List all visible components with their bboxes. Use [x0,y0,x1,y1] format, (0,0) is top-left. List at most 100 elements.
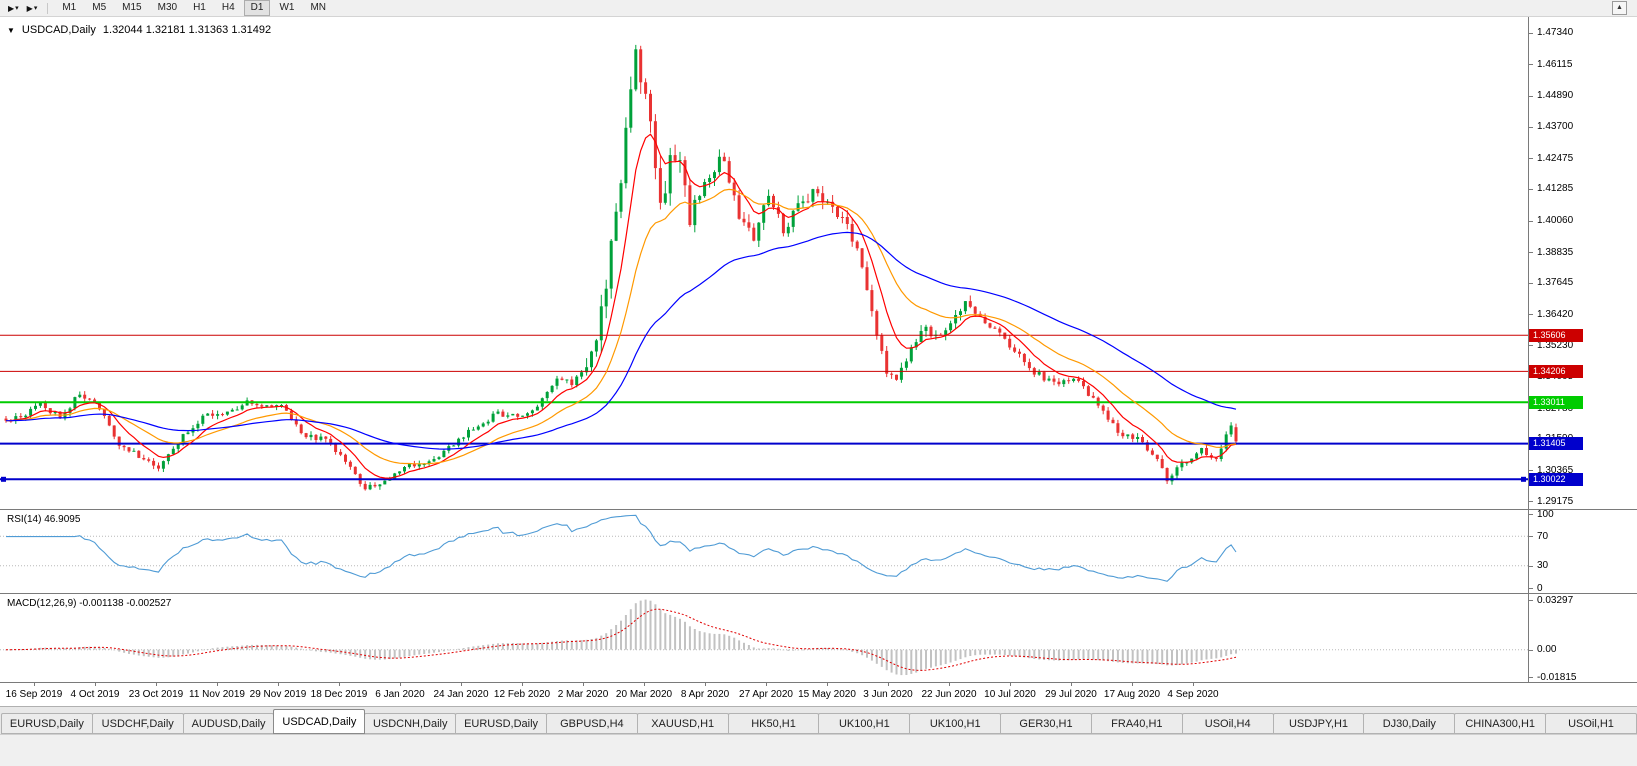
time-tick [278,683,279,686]
rsi-axis-label: 0 [1537,582,1543,594]
time-tick [766,683,767,686]
price-axis-label: 1.47340 [1537,27,1574,39]
chart-tab-usdchf-daily[interactable]: USDCHF,Daily [91,713,184,734]
chart-tab-dj30-daily[interactable]: DJ30,Daily [1363,713,1456,734]
macd-axis-label: -0.01815 [1537,671,1577,683]
price-axis-label: 1.37645 [1537,277,1574,289]
date-label: 4 Oct 2019 [70,689,120,700]
axis-tick [1529,536,1533,538]
chart-tab-fra40-h1[interactable]: FRA40,H1 [1090,713,1183,734]
chart-tab-audusd-daily[interactable]: AUDUSD,Daily [182,713,275,734]
time-tick [827,683,828,686]
axis-tick [1529,95,1533,97]
price-axis-label: 1.36420 [1537,308,1574,320]
rsi-indicator-panel: RSI(14) 46.9095 100 70 30 0 [0,509,1637,593]
axis-tick [1529,588,1533,589]
rsi-axis-label: 100 [1537,510,1554,520]
symbol-dropdown-icon[interactable]: ▼ [7,25,15,35]
axis-tick [1529,282,1533,284]
axis-tick [1529,314,1533,316]
chart-tab-xauusd-h1[interactable]: XAUUSD,H1 [636,713,729,734]
timeframe-button-m5[interactable]: M5 [92,2,107,13]
time-tick [1071,683,1072,686]
timeframe-button-m1[interactable]: M1 [62,2,77,13]
axis-tick [1529,188,1533,190]
chart-type-icon[interactable]: ▶ ▾ [26,3,38,13]
time-tick [1010,683,1011,686]
axis-tick [1529,470,1533,472]
status-bar [0,734,1637,766]
date-label: 6 Jan 2020 [375,689,425,700]
chart-tab-gbpusd-h4[interactable]: GBPUSD,H4 [545,713,638,734]
axis-tick [1529,220,1533,222]
price-line-tag: 1.30022 [1529,472,1583,486]
time-axis[interactable]: 16 Sep 2019 4 Oct 2019 23 Oct 2019 11 Nov 2… [0,682,1637,706]
toolbar-icon-group: ▶ ▾ ▶ ▾ [4,4,41,13]
date-label: 11 Nov 2019 [189,689,245,700]
time-tick [34,683,35,686]
symbol-name: USDCAD,Daily [21,24,96,36]
date-label: 20 Mar 2020 [615,689,673,700]
macd-indicator-panel: MACD(12,26,9) -0.001138 -0.002527 0.0329… [0,593,1637,682]
chart-tab-ger30-h1[interactable]: GER30,H1 [1000,713,1092,734]
cursor-tool-icon[interactable]: ▶ ▾ [8,3,19,13]
chart-workspace: ▼ USDCAD,Daily 1.32044 1.32181 1.31363 1… [0,17,1637,706]
timeframe-button-h4[interactable]: H4 [221,2,235,13]
date-label: 29 Nov 2019 [249,689,307,700]
axis-tick [1529,158,1533,160]
price-axis-label: 1.30365 [1537,464,1574,476]
axis-tick [1529,64,1533,66]
macd-axis-label: 0.03297 [1537,594,1574,606]
timeframe-button-d1[interactable]: D1 [243,0,271,16]
toolbar-separator [47,2,49,14]
chart-tab-usdcnh-daily[interactable]: USDCNH,Daily [364,713,457,734]
rsi-chart[interactable]: RSI(14) 46.9095 [0,510,1528,593]
axis-tick [1529,600,1533,602]
chart-tab-usdcad-daily[interactable]: USDCAD,Daily [273,709,366,734]
timeframe-button-w1[interactable]: W1 [279,2,295,13]
chart-tab-uk100-h1[interactable]: UK100,H1 [818,713,911,734]
price-axis[interactable]: 1.47340 1.46115 1.44890 1.43700 1.42475 1.412… [1528,17,1637,509]
price-axis-label: 1.40060 [1537,215,1574,226]
chart-tab-hk50-h1[interactable]: HK50,H1 [727,713,820,734]
chart-tab-eurusd-daily[interactable]: EURUSD,Daily [455,713,547,734]
date-label: 27 Apr 2020 [739,689,793,700]
time-tick [339,683,340,686]
time-tick [888,683,889,686]
chart-tab-usoil-h4[interactable]: USOil,H4 [1181,713,1274,734]
chart-tab-china300-h1[interactable]: CHINA300,H1 [1454,713,1547,734]
timeframe-button-m15[interactable]: M15 [122,2,142,13]
date-label: 29 Jul 2020 [1045,689,1097,700]
chart-tab-eurusd-daily[interactable]: EURUSD,Daily [1,713,93,734]
price-axis-label: 1.38835 [1537,246,1574,258]
macd-svg [0,599,1528,676]
date-label: 10 Jul 2020 [984,689,1036,700]
timeframe-button-m30[interactable]: M30 [157,2,178,13]
rsi-svg [0,514,1528,582]
hline-handle-left[interactable] [1,476,6,482]
macd-axis[interactable]: 0.03297 0.00 -0.01815 [1528,594,1637,682]
chart-tab-uk100-h1[interactable]: UK100,H1 [909,713,1002,734]
dropdown-caret-icon: ▾ [33,5,38,12]
price-axis-label: 1.46115 [1537,58,1573,70]
rsi-axis[interactable]: 100 70 30 0 [1528,510,1637,593]
axis-tick [1529,501,1533,503]
hline-handle-right[interactable] [1521,476,1526,482]
chart-tab-usdjpy-h1[interactable]: USDJPY,H1 [1272,713,1365,734]
timeframe-button-mn[interactable]: MN [310,2,327,13]
timeframe-button-h1[interactable]: H1 [193,2,206,13]
axis-tick [1529,345,1533,346]
time-tick [217,683,218,686]
date-label: 18 Dec 2019 [310,689,368,700]
macd-chart[interactable]: MACD(12,26,9) -0.001138 -0.002527 [0,594,1528,682]
date-label: 24 Jan 2020 [433,689,489,700]
axis-tick [1529,408,1533,410]
chart-tab-usoil-h1[interactable]: USOil,H1 [1545,713,1637,734]
chart-title: ▼ USDCAD,Daily 1.32044 1.32181 1.31363 1… [7,24,271,36]
price-chart[interactable]: ▼ USDCAD,Daily 1.32044 1.32181 1.31363 1… [0,17,1528,509]
axis-tick [1529,677,1533,678]
date-label: 8 Apr 2020 [680,689,730,700]
scroll-up-button[interactable]: ▲ [1612,1,1627,15]
price-axis-label: 1.35230 [1537,339,1574,351]
top-toolbar: ▶ ▾ ▶ ▾ M1 M5 M15 M30 H1 H4 D1 W1 MN ▲ [0,0,1637,17]
